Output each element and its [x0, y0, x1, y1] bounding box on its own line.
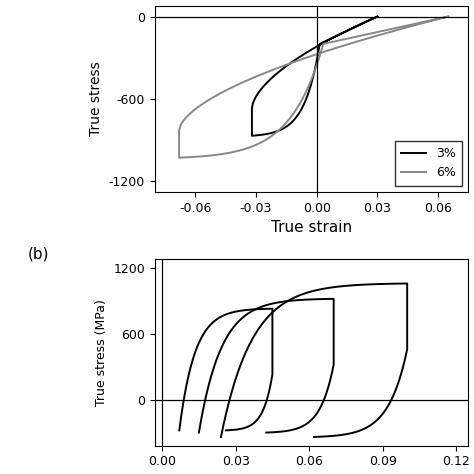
Text: (b): (b) — [27, 246, 49, 262]
Y-axis label: True stress (MPa): True stress (MPa) — [95, 299, 108, 406]
Y-axis label: True stress: True stress — [89, 61, 103, 136]
X-axis label: True strain: True strain — [271, 220, 352, 235]
Legend: 3%, 6%: 3%, 6% — [395, 141, 462, 186]
